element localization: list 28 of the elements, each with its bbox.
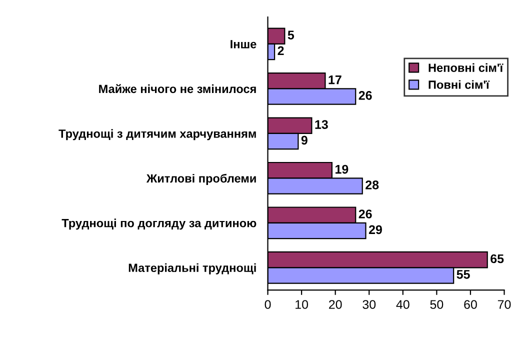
y-tick-label: Труднощі з дитячим харчуванням [58, 129, 256, 140]
data-label: 5 [288, 30, 294, 40]
x-tick-label: 20 [329, 300, 342, 309]
data-label: 28 [366, 180, 379, 190]
data-label: 26 [358, 91, 372, 100]
x-tick-label: 40 [396, 300, 410, 309]
x-tick-label: 60 [464, 300, 477, 309]
x-tick-label: 50 [430, 300, 444, 309]
x-tick-label: 30 [362, 300, 376, 309]
data-label: 9 [301, 136, 308, 145]
y-tick-label: Труднощі по догляду за дитиною [62, 218, 256, 230]
y-tick-label: Матеріальні труднощі [128, 263, 256, 274]
data-label: 2 [278, 46, 284, 56]
data-label: 55 [456, 270, 470, 279]
legend-label: Неповні сім'ї [428, 63, 504, 72]
data-label: 13 [315, 120, 328, 129]
data-label: 29 [368, 225, 382, 234]
x-tick-label: 0 [264, 300, 271, 309]
data-label: 17 [328, 75, 342, 84]
data-label: 26 [358, 210, 372, 218]
legend-label: Повні сім'ї [428, 80, 490, 89]
x-tick-label: 10 [296, 300, 308, 309]
data-label: 19 [336, 164, 348, 174]
y-tick-label: Інше [230, 40, 256, 48]
data-label: 65 [490, 254, 504, 264]
x-tick-label: 70 [498, 300, 511, 309]
y-tick-label: Житлові проблеми [146, 174, 256, 185]
y-tick-label: Майже нічого не змінилося [99, 84, 256, 94]
